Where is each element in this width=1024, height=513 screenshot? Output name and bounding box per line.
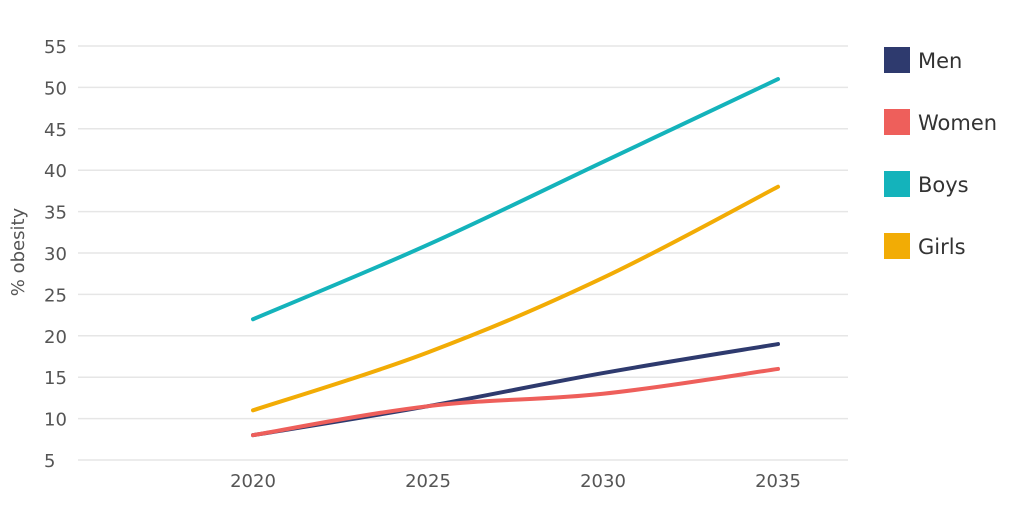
y-tick-label: 30	[44, 244, 67, 265]
series-line-boys	[251, 77, 780, 322]
legend-label-men: Men	[918, 49, 962, 73]
legend-swatch-women	[884, 109, 910, 135]
x-tick-label: 2025	[405, 471, 451, 492]
y-axis-label: % obesity	[8, 207, 29, 296]
x-axis-ticks: 2020 2025 2030 2035	[230, 471, 801, 492]
y-tick-label: 40	[44, 161, 67, 182]
y-tick-label: 45	[44, 120, 67, 141]
x-tick-label: 2020	[230, 471, 276, 492]
gridlines	[78, 45, 848, 461]
y-tick-label: 20	[44, 327, 67, 348]
legend-label-boys: Boys	[918, 173, 969, 197]
y-tick-label: 15	[44, 368, 67, 389]
y-tick-label: 5	[44, 451, 55, 472]
x-tick-label: 2035	[755, 471, 801, 492]
x-tick-label: 2030	[580, 471, 626, 492]
y-tick-label: 25	[44, 285, 67, 306]
legend-label-women: Women	[918, 111, 997, 135]
legend-swatch-men	[884, 47, 910, 73]
y-tick-label: 35	[44, 203, 67, 224]
y-axis-ticks: 5 10 15 20 25 30 35 40 45 50 55	[44, 37, 67, 472]
legend: Men Women Boys Girls	[884, 47, 997, 259]
legend-swatch-girls	[884, 233, 910, 259]
series-line-girls	[251, 184, 780, 413]
series-lines	[251, 77, 780, 438]
y-tick-label: 50	[44, 78, 67, 99]
y-tick-label: 10	[44, 410, 67, 431]
y-tick-label: 55	[44, 37, 67, 58]
legend-swatch-boys	[884, 171, 910, 197]
series-line-women	[251, 366, 780, 438]
legend-label-girls: Girls	[918, 235, 966, 259]
